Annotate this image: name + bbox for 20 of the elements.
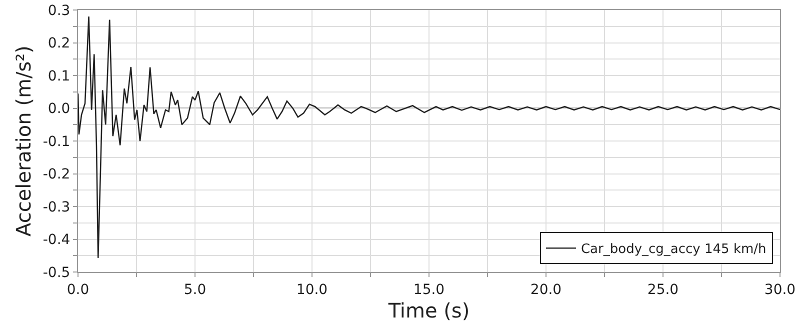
x-tick-label: 5.0 — [184, 282, 206, 298]
y-tick-label: 0.1 — [48, 68, 70, 84]
x-tick-label: 15.0 — [413, 282, 445, 298]
x-tick-label: 0.0 — [66, 282, 90, 298]
y-tick-label: 0.3 — [48, 2, 70, 19]
y-tick-label: -0.4 — [42, 232, 70, 248]
x-tick-label: 20.0 — [530, 282, 562, 298]
line-series — [78, 16, 780, 259]
y-tick-label: -0.5 — [42, 264, 70, 281]
y-tick-label: 0.0 — [48, 101, 70, 118]
y-tick-label: -0.2 — [42, 166, 70, 183]
legend-label: Car_body_cg_accy 145 km/h — [580, 242, 766, 258]
y-tick-label: -0.3 — [42, 199, 70, 216]
y-tick-label: 0.2 — [48, 36, 70, 52]
x-tick-label: 10.0 — [296, 282, 328, 298]
x-axis-title: Time (s) — [387, 298, 470, 322]
y-tick-label: -0.1 — [42, 134, 70, 150]
y-axis-title: Acceleration (m/s²) — [11, 46, 36, 236]
x-tick-label: 25.0 — [647, 282, 679, 298]
x-tick-label: 30.0 — [764, 282, 796, 298]
